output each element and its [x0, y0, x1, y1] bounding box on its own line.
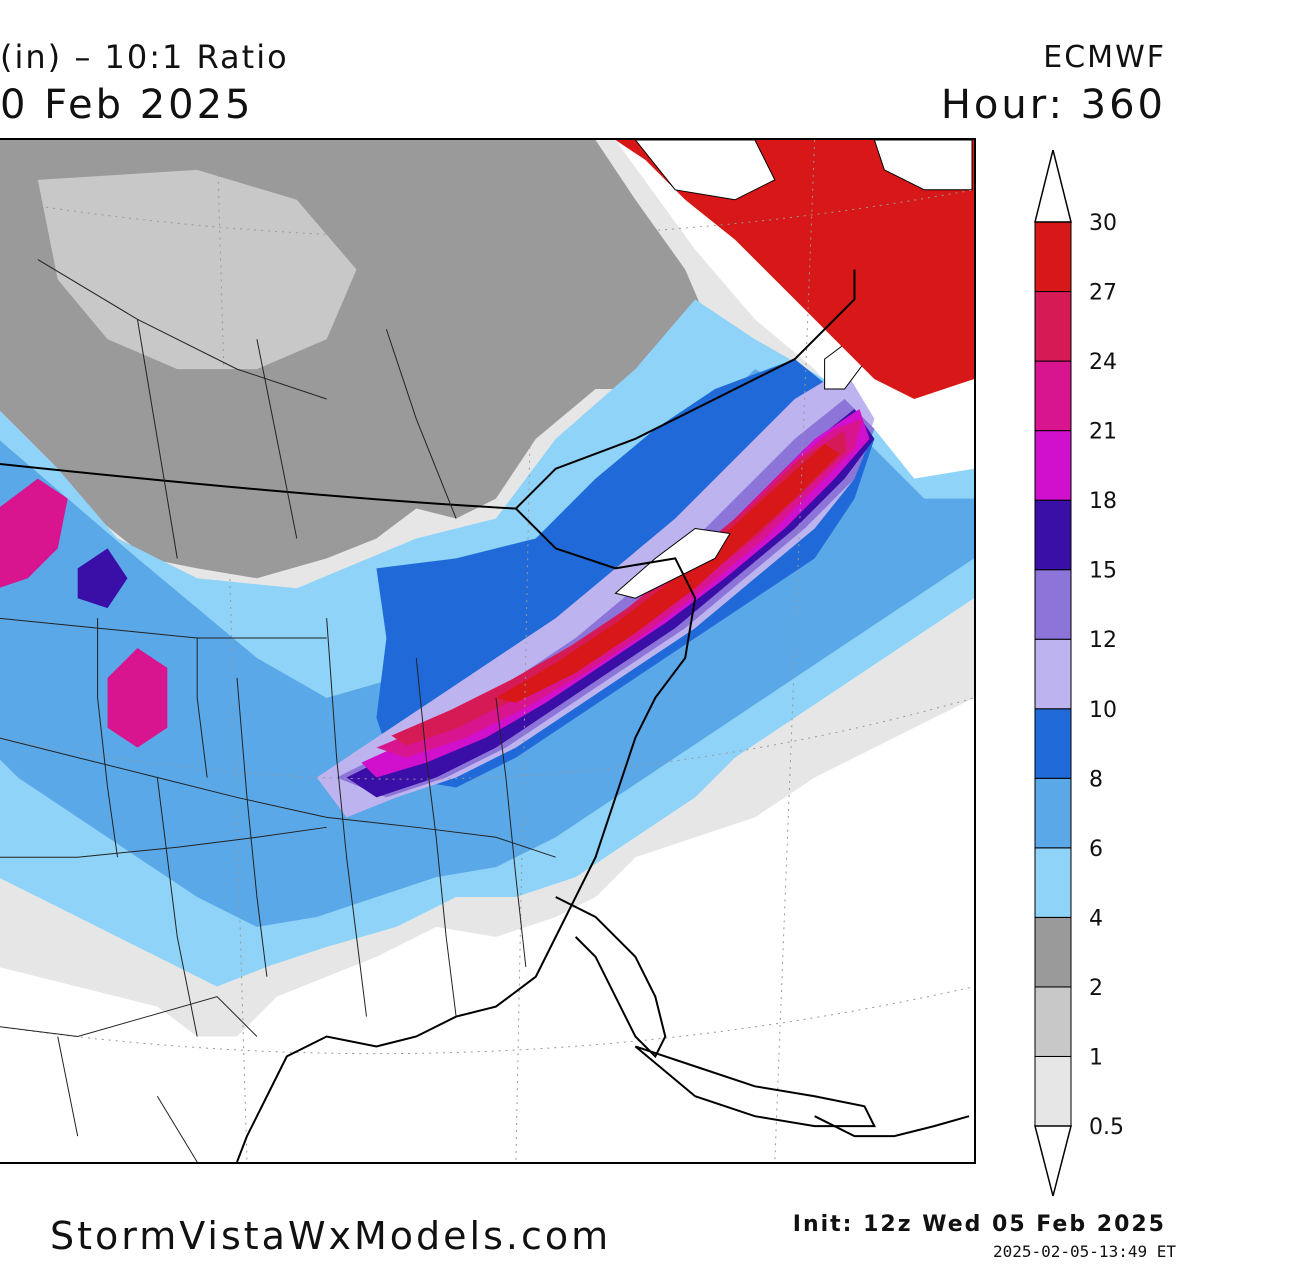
colorbar-label: 10	[1089, 698, 1117, 723]
snow-area-ocean-max	[634, 140, 776, 201]
colorbar-swatch	[1034, 986, 1072, 1057]
snow-area-ocean-red	[615, 140, 974, 399]
colorbar-swatches	[1034, 221, 1072, 1127]
colorbar-label: 15	[1089, 559, 1117, 584]
snow-area-purple	[336, 398, 875, 798]
colorbar-swatch	[1034, 360, 1072, 432]
snow-area-red	[495, 443, 840, 703]
colorbar-swatch	[1034, 499, 1072, 571]
colorbar-label: 0.5	[1089, 1115, 1124, 1140]
colorbar-label: 12	[1089, 628, 1117, 653]
map-title: (in) – 10:1 Ratio	[0, 38, 289, 76]
colorbar-label: 27	[1089, 281, 1117, 306]
colorbar-swatch	[1034, 777, 1072, 849]
colorbar-arrow-bottom	[1034, 1125, 1072, 1197]
snow-area-mid-gray	[37, 169, 357, 370]
colorbar-swatch	[1034, 569, 1072, 640]
map-canvas	[0, 140, 974, 1162]
coastlines	[0, 269, 970, 1162]
colorbar-swatch	[1034, 291, 1072, 362]
graticule	[0, 140, 974, 1162]
init-time: Init: 12z Wed 05 Feb 2025	[792, 1212, 1166, 1237]
colorbar-swatch	[1034, 916, 1072, 988]
colorbar-swatch	[1034, 847, 1072, 918]
colorbar-arrow-top	[1034, 150, 1072, 223]
snow-area-lavender	[316, 369, 875, 818]
colorbar-label: 21	[1089, 420, 1117, 445]
colorbar-label: 8	[1089, 767, 1103, 792]
snow-area-rockies	[77, 548, 128, 609]
model-name: ECMWF	[1043, 40, 1166, 75]
colorbar-swatch	[1034, 221, 1072, 293]
snow-area-rockies	[107, 648, 168, 748]
colorbar-swatch	[1034, 1055, 1072, 1127]
snowfall-map	[0, 138, 976, 1164]
generation-timestamp: 2025-02-05-13:49 ET	[992, 1242, 1176, 1261]
snow-area-max	[614, 527, 731, 599]
snow-area-ocean-max	[873, 140, 973, 191]
colorbar-label: 24	[1089, 350, 1117, 375]
snow-area-crimson	[391, 430, 847, 746]
site-name: StormVistaWxModels.com	[50, 1214, 612, 1258]
colorbar-label: 18	[1089, 489, 1117, 514]
forecast-hour: Hour: 360	[940, 82, 1166, 128]
colorbar-swatch	[1034, 708, 1072, 779]
colorbar-swatch	[1034, 638, 1072, 710]
colorbar-swatch	[1034, 430, 1072, 501]
valid-date: 0 Feb 2025	[0, 82, 254, 128]
snow-area-rockies	[0, 478, 68, 588]
colorbar-label: 30	[1089, 211, 1117, 236]
colorbar-label: 1	[1089, 1045, 1103, 1070]
colorbar-label: 2	[1089, 976, 1103, 1001]
state-borders	[0, 259, 556, 1162]
colorbar-label: 4	[1089, 906, 1103, 931]
colorbar-label: 6	[1089, 837, 1103, 862]
